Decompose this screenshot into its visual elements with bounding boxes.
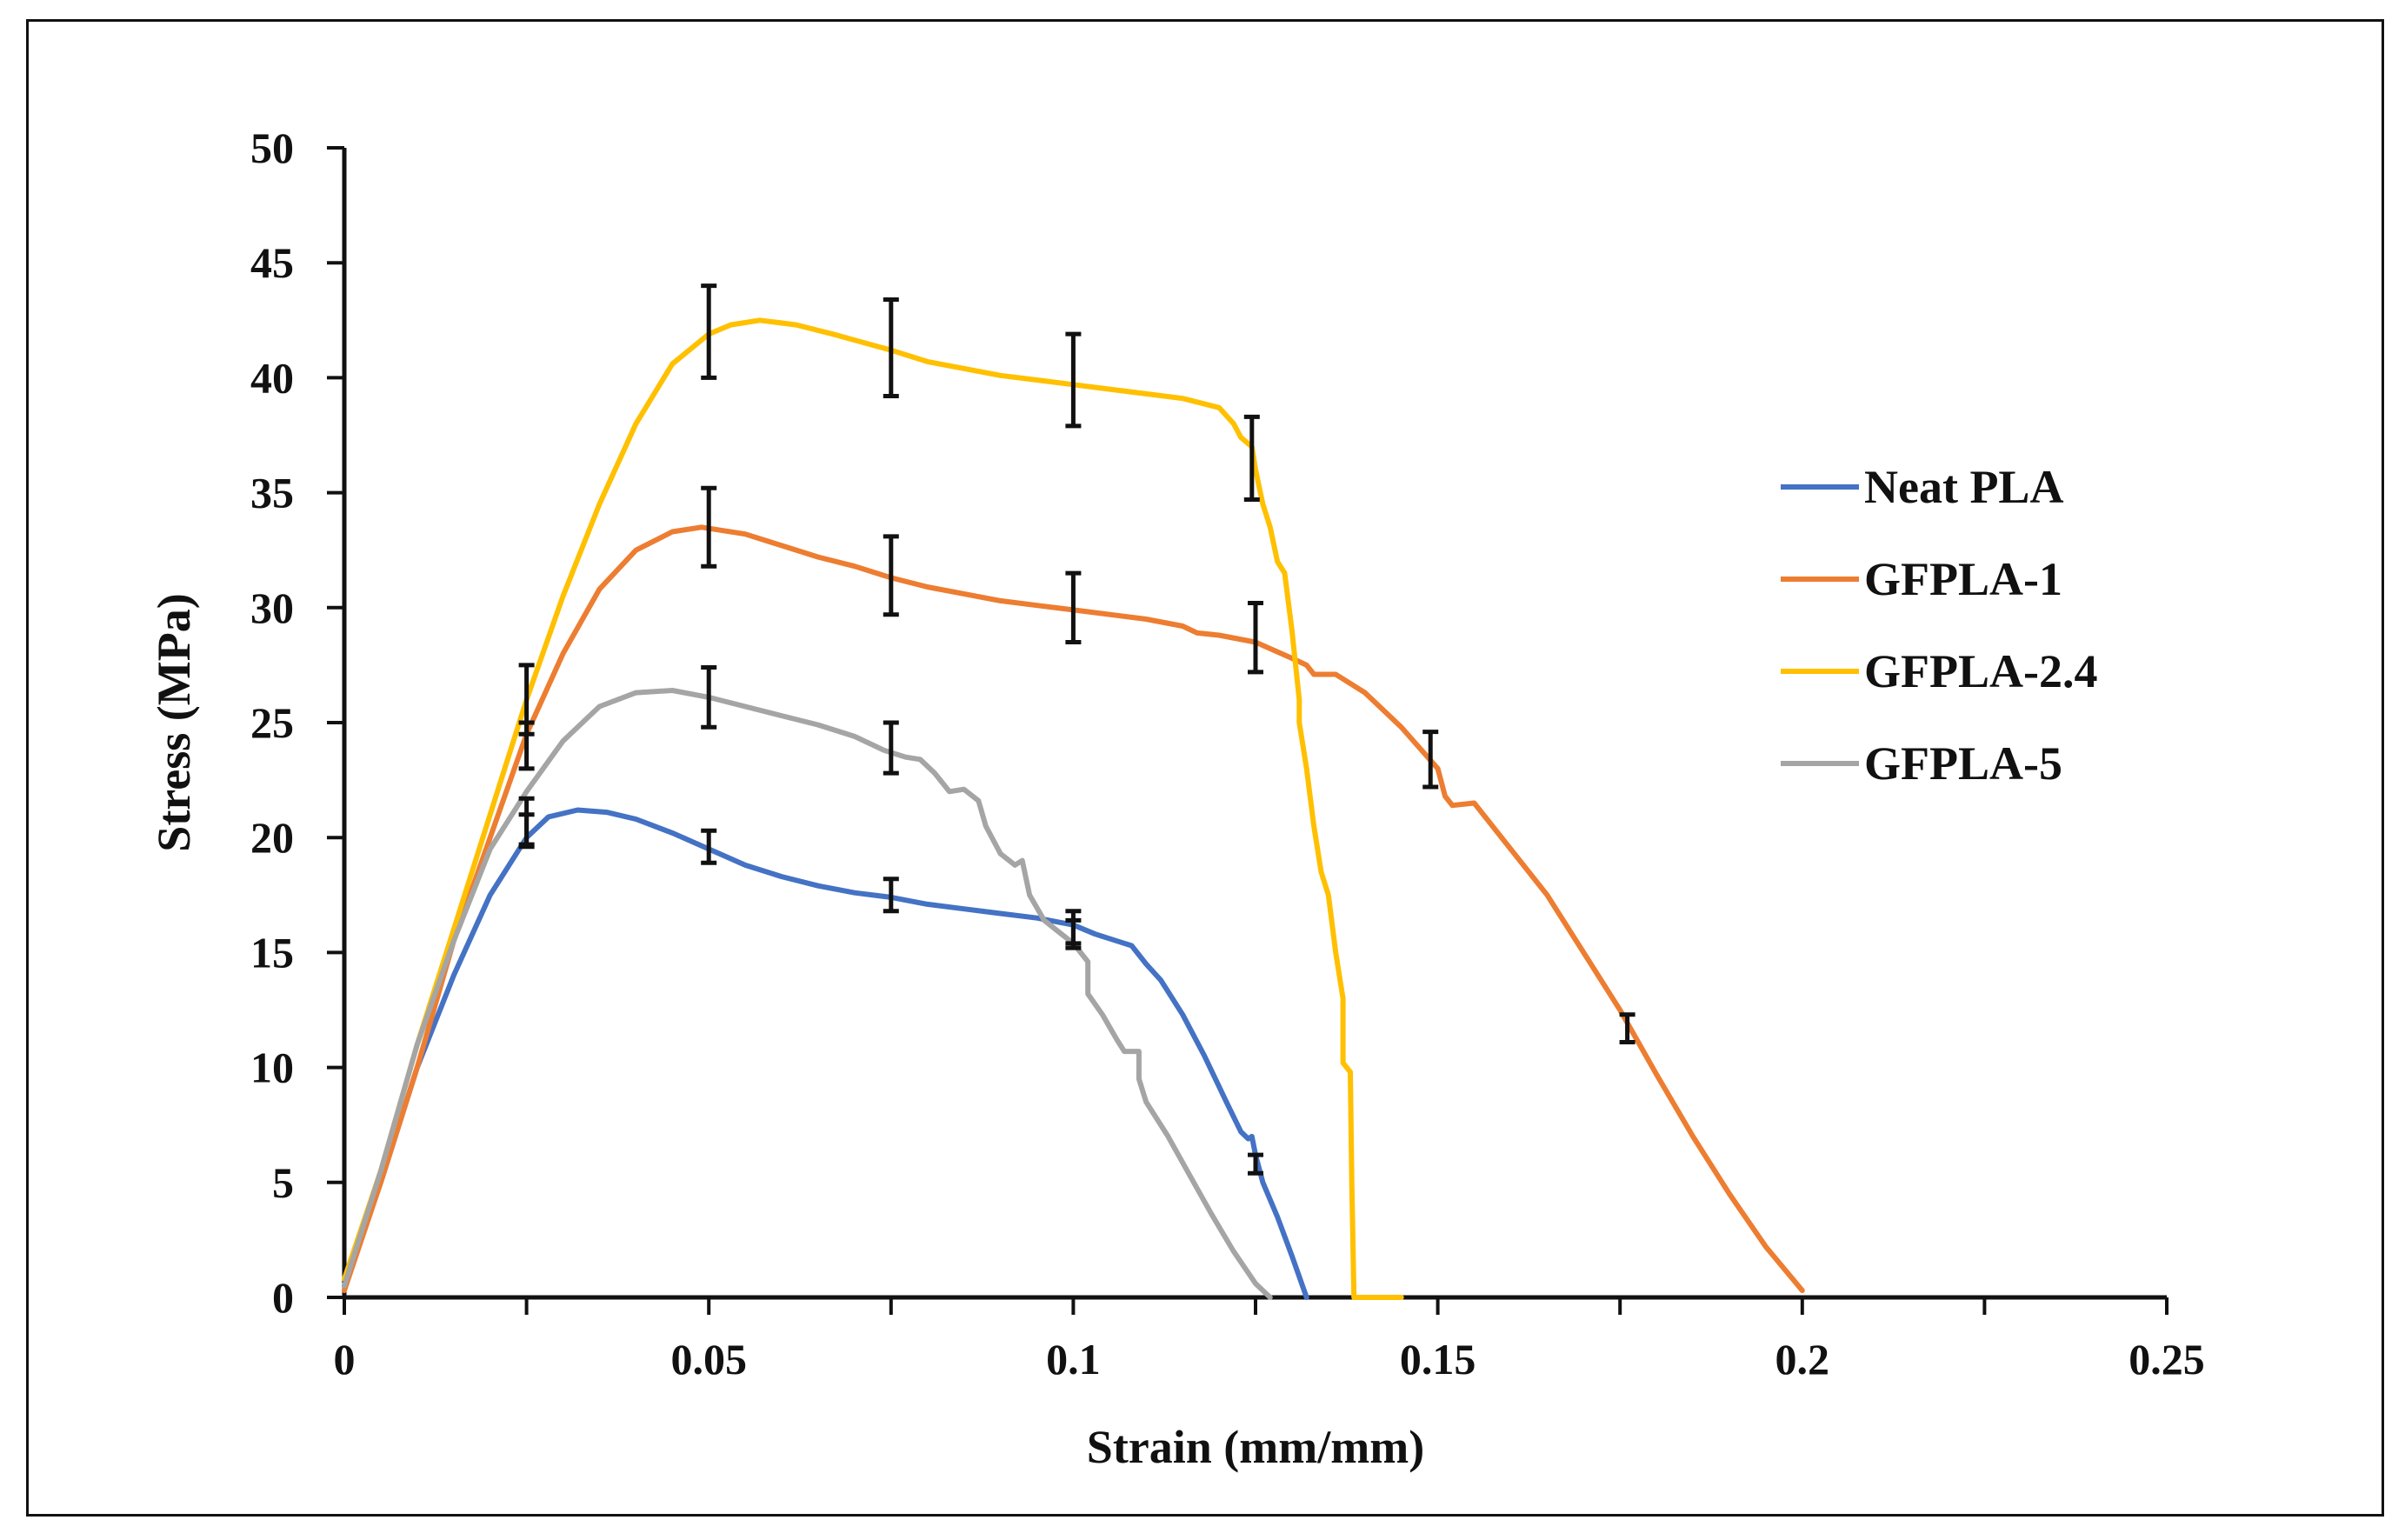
x-tick-label: 0.15 (1400, 1335, 1476, 1383)
error-bar (883, 877, 899, 914)
y-axis-title: Stress (MPa) (148, 593, 200, 851)
chart-frame (26, 19, 2384, 1517)
series-group (342, 317, 1805, 1300)
error-bar (1243, 414, 1260, 503)
legend-entry: GFPLA-2.4 (1781, 645, 2097, 697)
y-tick-label: 10 (250, 1043, 294, 1092)
error-bar (1619, 1012, 1636, 1045)
y-tick-label: 0 (272, 1273, 294, 1322)
legend-label: GFPLA-1 (1864, 553, 2062, 605)
error-bar (883, 297, 899, 399)
error-bar (701, 665, 717, 730)
error-bar (701, 283, 717, 380)
error-bar (701, 485, 717, 569)
series-line-neat-pla (342, 807, 1309, 1300)
y-tick-label: 45 (250, 238, 294, 287)
error-bar (1422, 730, 1439, 790)
y-tick-label: 20 (250, 813, 294, 862)
y-tick-label: 50 (250, 123, 294, 172)
y-tick-label: 5 (272, 1158, 294, 1207)
legend-entry: Neat PLA (1781, 461, 2063, 513)
y-ticks: 0 5 10 15 20 25 30 35 40 45 50 (250, 123, 344, 1322)
series-line-gfpla-2-4 (342, 317, 1404, 1300)
legend-label: Neat PLA (1864, 461, 2063, 513)
y-tick-label: 40 (250, 353, 294, 402)
y-tick-label: 30 (250, 583, 294, 632)
y-tick-label: 15 (250, 928, 294, 977)
x-tick-label: 0.1 (1046, 1335, 1101, 1383)
series-line-gfpla-5 (342, 688, 1273, 1300)
error-bar (883, 720, 899, 776)
legend-entry: GFPLA-5 (1781, 737, 2062, 790)
error-bar (1065, 331, 1082, 429)
error-bar (701, 828, 717, 865)
error-bar (1065, 570, 1082, 644)
error-bar (883, 534, 899, 617)
legend-label: GFPLA-5 (1864, 737, 2062, 790)
error-bar (1248, 601, 1263, 675)
error-bar (518, 796, 535, 847)
series-line-gfpla-1 (342, 524, 1805, 1294)
axes: 0 5 10 15 20 25 30 35 40 45 50 0 0.05 0.1 0.15 0.2 0.25 (250, 123, 2205, 1383)
error-bar (1248, 1152, 1263, 1176)
x-tick-label: 0.2 (1775, 1335, 1830, 1383)
y-tick-label: 35 (250, 469, 294, 517)
errorbar-group (518, 283, 1636, 1176)
x-tick-label: 0 (334, 1335, 356, 1383)
x-tick-label: 0.25 (2129, 1335, 2205, 1383)
y-tick-label: 25 (250, 698, 294, 747)
legend-entry: GFPLA-1 (1781, 553, 2062, 605)
x-ticks: 0 0.05 0.1 0.15 0.2 0.25 (334, 1297, 2205, 1383)
error-bar (1065, 917, 1082, 950)
legend-label: GFPLA-2.4 (1864, 645, 2097, 697)
error-bar (518, 663, 535, 737)
x-tick-label: 0.05 (670, 1335, 747, 1383)
x-axis-title: Strain (mm/mm) (1087, 1421, 1424, 1473)
legend: Neat PLA GFPLA-1 GFPLA-2.4 GFPLA-5 (1781, 461, 2097, 790)
